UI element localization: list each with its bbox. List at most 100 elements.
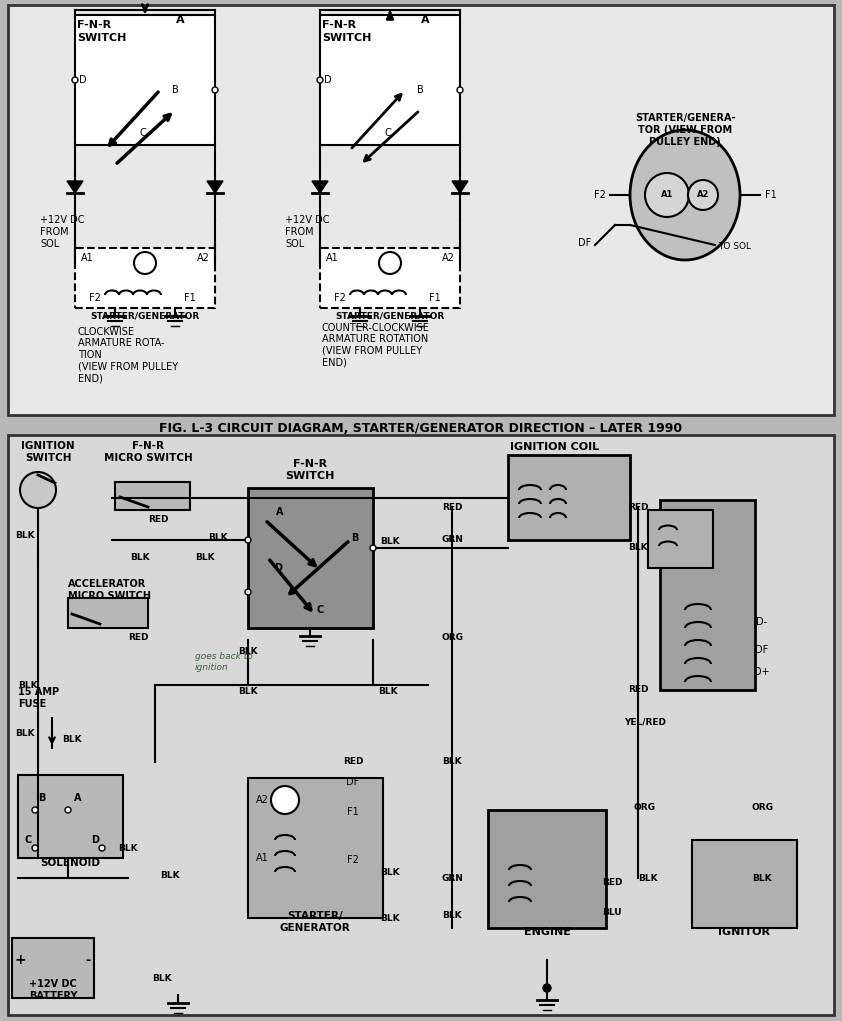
Bar [12, 938, 94, 998]
Bar [115, 482, 190, 510]
Text: D: D [324, 75, 332, 85]
Text: D: D [79, 75, 87, 85]
Circle shape [543, 984, 551, 992]
Bar [248, 778, 383, 918]
Text: GRN: GRN [441, 535, 463, 544]
Text: IGNITION COIL: IGNITION COIL [510, 442, 600, 452]
Text: RED: RED [602, 877, 622, 886]
Text: F2: F2 [89, 293, 101, 303]
Text: F1: F1 [765, 190, 777, 200]
Circle shape [245, 537, 251, 543]
Text: SWITCH: SWITCH [77, 33, 126, 43]
Text: B: B [172, 85, 179, 95]
Text: C: C [317, 605, 323, 615]
Text: BLK: BLK [160, 871, 180, 879]
Circle shape [370, 545, 376, 551]
Text: D-: D- [756, 617, 768, 627]
Text: D+: D+ [754, 667, 770, 677]
Text: A: A [74, 793, 82, 803]
Bar [8, 435, 834, 1015]
Bar [488, 810, 606, 928]
Text: STARTER/GENERATOR: STARTER/GENERATOR [90, 311, 200, 321]
Text: RED: RED [128, 632, 148, 641]
Bar [508, 455, 630, 540]
Text: +: + [14, 953, 26, 967]
Text: F1: F1 [347, 807, 359, 817]
Circle shape [65, 807, 71, 813]
Text: ORG: ORG [751, 804, 773, 813]
Text: F1: F1 [429, 293, 441, 303]
Text: RED: RED [442, 503, 462, 513]
Text: YEL/RED: YEL/RED [624, 718, 666, 727]
Text: C: C [24, 835, 32, 845]
Text: SOLENOID: SOLENOID [40, 858, 100, 868]
Text: A1: A1 [326, 253, 338, 263]
Text: F1: F1 [184, 293, 196, 303]
Text: DF: DF [346, 777, 360, 787]
Text: BLK: BLK [628, 543, 647, 552]
Circle shape [32, 807, 38, 813]
Text: BLK: BLK [131, 553, 150, 563]
Text: ORG: ORG [634, 804, 656, 813]
Bar [75, 15, 215, 145]
Text: ORG: ORG [441, 633, 463, 642]
Text: BLK: BLK [381, 914, 400, 923]
Text: A: A [421, 15, 429, 25]
Text: A2: A2 [697, 191, 709, 199]
Bar [8, 5, 834, 415]
Text: IGNITION
SWITCH: IGNITION SWITCH [21, 441, 75, 463]
Text: BLU: BLU [602, 908, 621, 917]
Text: STARTER/GENERA-
TOR (VIEW FROM
PULLEY END): STARTER/GENERA- TOR (VIEW FROM PULLEY EN… [635, 113, 735, 147]
Text: DF: DF [755, 645, 769, 655]
Circle shape [271, 786, 299, 814]
Text: D: D [91, 835, 99, 845]
Text: BLK: BLK [208, 534, 228, 542]
Text: CLOCKWISE
ARMATURE ROTA-
TION
(VIEW FROM PULLEY
END): CLOCKWISE ARMATURE ROTA- TION (VIEW FROM… [78, 327, 179, 383]
Text: B: B [39, 793, 45, 803]
Text: RED: RED [628, 503, 648, 513]
Text: SWITCH: SWITCH [322, 33, 371, 43]
Polygon shape [452, 181, 468, 193]
Text: B: B [417, 85, 424, 95]
Text: BLK: BLK [238, 647, 258, 657]
Bar [320, 15, 460, 145]
Bar [75, 248, 215, 308]
Polygon shape [207, 181, 223, 193]
Text: C: C [385, 128, 392, 138]
Text: A2: A2 [441, 253, 455, 263]
Text: GRN: GRN [441, 874, 463, 882]
Text: IGNITOR: IGNITOR [718, 927, 770, 937]
Bar [660, 500, 755, 690]
Text: +12V DC
BATTERY: +12V DC BATTERY [29, 979, 77, 1001]
Bar [692, 840, 797, 928]
Text: A1: A1 [661, 191, 674, 199]
Text: RED: RED [628, 685, 648, 694]
Text: BLK: BLK [62, 735, 82, 744]
Text: STARTER/GENERATOR: STARTER/GENERATOR [335, 311, 445, 321]
Circle shape [457, 87, 463, 93]
Text: RED: RED [148, 516, 168, 525]
Text: goes back to
ignition: goes back to ignition [195, 652, 253, 672]
Ellipse shape [630, 130, 740, 260]
Circle shape [379, 252, 401, 274]
Text: BLK: BLK [638, 874, 658, 882]
Text: F-N-R
MICRO SWITCH: F-N-R MICRO SWITCH [104, 441, 192, 463]
Text: -: - [85, 954, 91, 967]
Text: FIG. L-3 CIRCUIT DIAGRAM, STARTER/GENERATOR DIRECTION – LATER 1990: FIG. L-3 CIRCUIT DIAGRAM, STARTER/GENERA… [159, 422, 683, 435]
Text: D: D [274, 563, 282, 573]
Text: A2: A2 [256, 795, 269, 805]
Polygon shape [312, 181, 328, 193]
Circle shape [688, 180, 718, 210]
Text: BLK: BLK [381, 868, 400, 876]
Text: TO SOL: TO SOL [718, 243, 752, 251]
Text: BLK: BLK [238, 687, 258, 696]
Circle shape [317, 77, 323, 83]
Text: BLK: BLK [18, 681, 38, 689]
Bar [248, 488, 373, 628]
Text: A1: A1 [81, 253, 93, 263]
Text: A: A [176, 15, 184, 25]
Circle shape [72, 77, 78, 83]
Text: +12V DC
FROM
SOL: +12V DC FROM SOL [285, 215, 329, 248]
Text: F2: F2 [334, 293, 346, 303]
Text: BLK: BLK [442, 758, 461, 767]
